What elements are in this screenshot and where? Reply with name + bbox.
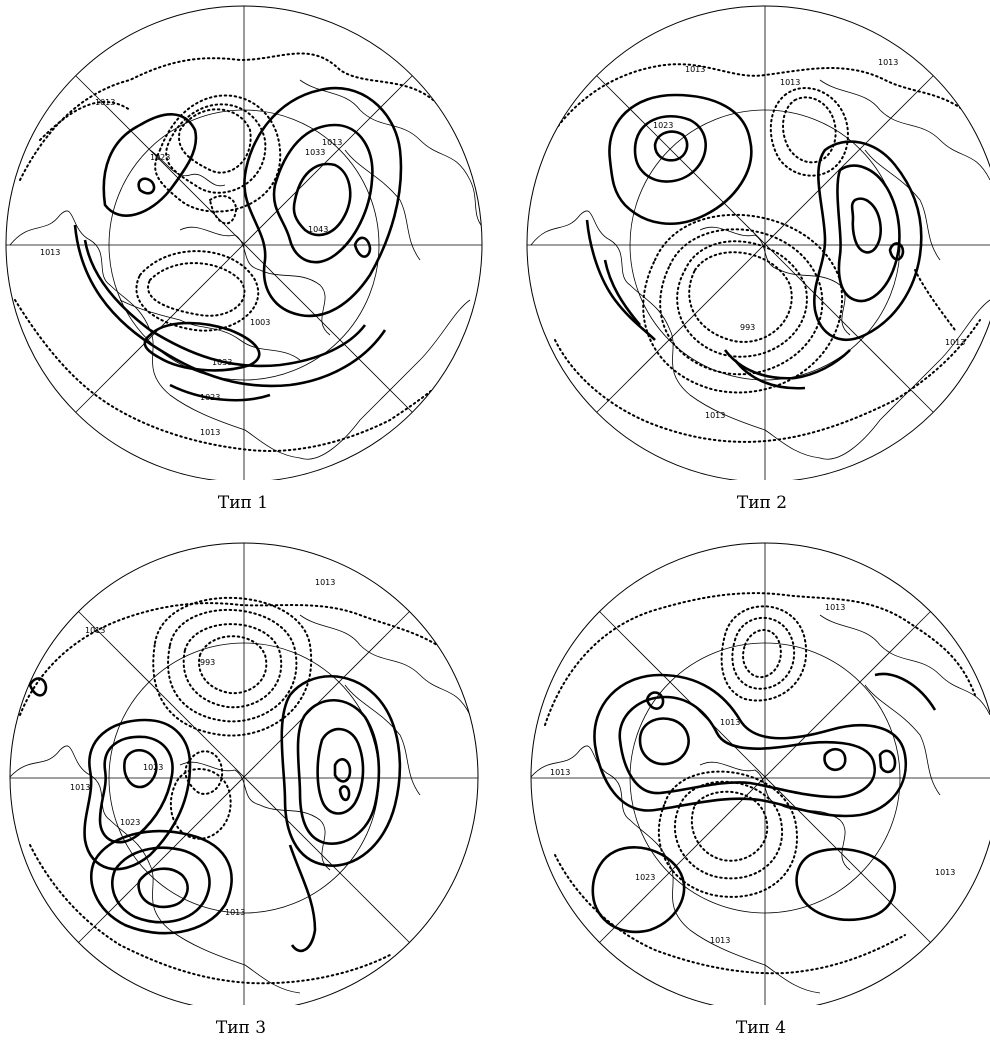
panel-caption: Тип 4 bbox=[735, 1018, 787, 1038]
low-pressure-isobars bbox=[14, 52, 471, 452]
graticule bbox=[531, 543, 990, 1005]
isobar-label: 1023 bbox=[143, 763, 163, 772]
panel-caption: Тип 2 bbox=[736, 493, 788, 513]
coastlines bbox=[9, 79, 482, 460]
isobar-labels: 1013 1023 1013 1013 993 1013 1013 bbox=[653, 58, 965, 420]
isobar-label: 1013 bbox=[70, 783, 90, 792]
high-pressure-isobars bbox=[585, 93, 923, 390]
isobar-label: 1013 bbox=[935, 868, 955, 877]
isobar-labels: 1013 1023 1023 993 1013 1013 1013 bbox=[70, 578, 335, 917]
isobar-label: 1033 bbox=[212, 358, 232, 367]
coastlines bbox=[530, 79, 990, 460]
high-pressure-isobars bbox=[73, 86, 403, 402]
isobar-label: 1023 bbox=[635, 873, 655, 882]
isobar-label: 1013 bbox=[315, 578, 335, 587]
isobar-label: 1013 bbox=[225, 908, 245, 917]
isobar-label: 1013 bbox=[945, 338, 965, 347]
isobar-label: 1013 bbox=[200, 428, 220, 437]
high-pressure-isobars bbox=[28, 675, 402, 953]
isobar-label: 1013 bbox=[685, 65, 705, 74]
isobar-label: 1043 bbox=[308, 225, 328, 234]
panel-caption: Тип 3 bbox=[215, 1018, 267, 1038]
isobar-label: 1013 bbox=[85, 626, 105, 635]
map-panel-type-2: 1013 1023 1013 1013 993 1013 1013 Тип 2 bbox=[495, 0, 990, 520]
isobar-labels: 1013 1023 1033 1043 1013 1013 1023 1033 … bbox=[40, 98, 342, 437]
isobar-label: 1013 bbox=[322, 138, 342, 147]
isobar-label: 1013 bbox=[710, 936, 730, 945]
map-panel-type-3: 1013 1023 1023 993 1013 1013 1013 Тип 3 bbox=[0, 525, 490, 1048]
isobar-label: 1013 bbox=[550, 768, 570, 777]
isobar-label: 993 bbox=[740, 323, 755, 332]
isobar-label: 1013 bbox=[780, 78, 800, 87]
isobar-label: 1013 bbox=[825, 603, 845, 612]
isobar-label: 1023 bbox=[653, 121, 673, 130]
polar-map-type-3: 1013 1023 1023 993 1013 1013 1013 bbox=[9, 542, 479, 1005]
polar-map-type-1: 1013 1023 1033 1043 1013 1013 1023 1033 … bbox=[5, 5, 483, 480]
isobar-label: 1033 bbox=[305, 148, 325, 157]
map-border bbox=[526, 5, 990, 480]
map-panel-type-4: 1013 1013 1023 1013 1013 1013 Тип 4 bbox=[495, 525, 990, 1048]
isobar-label: 1023 bbox=[150, 153, 170, 162]
map-border bbox=[9, 542, 479, 1005]
coastlines bbox=[531, 614, 990, 994]
isobar-label: 1013 bbox=[878, 58, 898, 67]
isobar-label: 1023 bbox=[200, 393, 220, 402]
polar-map-type-4: 1013 1013 1023 1013 1013 1013 bbox=[530, 542, 990, 1005]
isobar-label: 1023 bbox=[120, 818, 140, 827]
polar-map-type-2: 1013 1023 1013 1013 993 1013 1013 bbox=[526, 5, 990, 480]
isobar-label: 1013 bbox=[40, 248, 60, 257]
high-pressure-isobars bbox=[591, 672, 937, 934]
isobar-label: 1003 bbox=[250, 318, 270, 327]
low-pressure-isobars bbox=[19, 596, 471, 985]
graticule bbox=[10, 543, 478, 1005]
isobar-label: 1013 bbox=[720, 718, 740, 727]
isobar-label: 1013 bbox=[95, 98, 115, 107]
map-panel-type-1: 1013 1023 1033 1043 1013 1013 1023 1033 … bbox=[0, 0, 490, 520]
panel-caption: Тип 1 bbox=[217, 493, 269, 513]
low-pressure-isobars bbox=[554, 63, 981, 443]
coastlines bbox=[10, 614, 478, 994]
isobar-label: 993 bbox=[200, 658, 215, 667]
isobar-label: 1013 bbox=[705, 411, 725, 420]
isobar-labels: 1013 1013 1023 1013 1013 1013 bbox=[550, 603, 955, 945]
map-border bbox=[5, 5, 483, 480]
low-pressure-isobars bbox=[544, 592, 976, 975]
map-border bbox=[530, 542, 990, 1005]
